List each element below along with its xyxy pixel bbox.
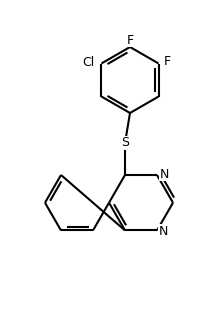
Text: F: F (126, 33, 134, 46)
Text: N: N (159, 168, 169, 181)
Text: N: N (158, 225, 168, 238)
Text: Cl: Cl (82, 56, 95, 69)
Text: S: S (121, 136, 129, 149)
Text: F: F (164, 55, 171, 68)
